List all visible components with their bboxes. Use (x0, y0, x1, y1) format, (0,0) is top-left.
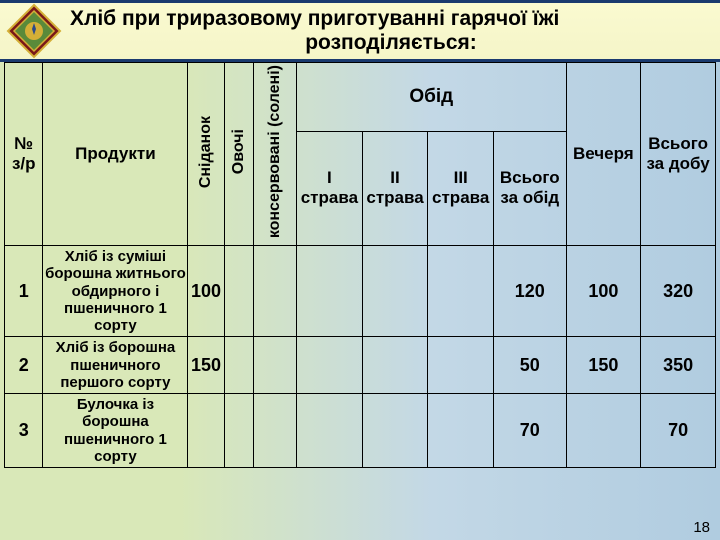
header-lunch-group: Обід (297, 63, 566, 132)
cell-num: 3 (5, 394, 43, 468)
cell-breakfast: 100 (188, 246, 224, 337)
cell-num: 1 (5, 246, 43, 337)
cell-product: Хліб із суміші борошна житнього обдирног… (43, 246, 188, 337)
cell-breakfast: 150 (188, 337, 224, 394)
header-breakfast: Сніданок (188, 63, 224, 246)
cell-day-total: 70 (641, 394, 716, 468)
header-canned: консервовані (солені) (254, 63, 297, 246)
page-number: 18 (693, 519, 710, 536)
cell-product: Булочка із борошна пшеничного 1 сорту (43, 394, 188, 468)
cell-product: Хліб із борошна пшеничного першого сорту (43, 337, 188, 394)
title-line2: розподіляється: (70, 31, 712, 55)
cell-vegetables (224, 337, 253, 394)
header-dish2: II страва (362, 131, 428, 245)
cell-dish2 (362, 246, 428, 337)
cell-canned (254, 394, 297, 468)
table-row: 2 Хліб із борошна пшеничного першого сор… (5, 337, 716, 394)
cell-vegetables (224, 246, 253, 337)
cell-dinner (566, 394, 641, 468)
table-row: 3 Булочка із борошна пшеничного 1 сорту … (5, 394, 716, 468)
bread-distribution-table: № з/р Продукти Сніданок Овочі консервова… (4, 62, 716, 468)
cell-dinner: 100 (566, 246, 641, 337)
title-bar: Хліб при триразовому приготуванні гарячо… (0, 0, 720, 62)
cell-dish2 (362, 394, 428, 468)
cell-day-total: 350 (641, 337, 716, 394)
emblem-icon (6, 3, 62, 59)
title-line1: Хліб при триразовому приготуванні гарячо… (70, 7, 712, 31)
table-row: 1 Хліб із суміші борошна житнього обдирн… (5, 246, 716, 337)
header-day-total: Всього за добу (641, 63, 716, 246)
header-num: № з/р (5, 63, 43, 246)
header-dinner: Вечеря (566, 63, 641, 246)
cell-dish1 (297, 394, 363, 468)
header-lunch-total: Всього за обід (494, 131, 567, 245)
cell-vegetables (224, 394, 253, 468)
cell-lunch-total: 50 (494, 337, 567, 394)
cell-breakfast (188, 394, 224, 468)
cell-canned (254, 246, 297, 337)
cell-dish1 (297, 246, 363, 337)
cell-num: 2 (5, 337, 43, 394)
header-dish3: III страва (428, 131, 494, 245)
header-dish1: I страва (297, 131, 363, 245)
cell-canned (254, 337, 297, 394)
cell-day-total: 320 (641, 246, 716, 337)
cell-dinner: 150 (566, 337, 641, 394)
header-products: Продукти (43, 63, 188, 246)
cell-dish1 (297, 337, 363, 394)
cell-dish2 (362, 337, 428, 394)
cell-dish3 (428, 394, 494, 468)
cell-lunch-total: 70 (494, 394, 567, 468)
cell-dish3 (428, 337, 494, 394)
table-container: № з/р Продукти Сніданок Овочі консервова… (0, 62, 720, 468)
cell-dish3 (428, 246, 494, 337)
cell-lunch-total: 120 (494, 246, 567, 337)
header-vegetables: Овочі (224, 63, 253, 246)
